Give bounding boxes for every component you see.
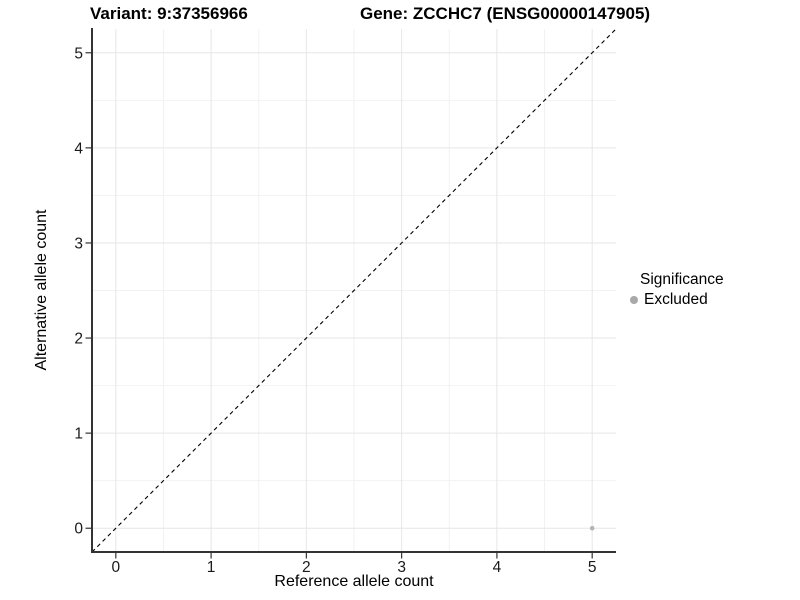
y-tick-label: 0 bbox=[74, 521, 83, 538]
y-tick-label: 1 bbox=[74, 426, 83, 443]
legend-entry-excluded: Excluded bbox=[626, 291, 724, 309]
y-tick-label: 4 bbox=[74, 140, 83, 157]
variant-title: Variant: 9:37356966 bbox=[90, 4, 248, 23]
legend-title: Significance bbox=[640, 271, 724, 288]
legend-key-dot bbox=[630, 296, 638, 304]
x-tick-label: 1 bbox=[207, 559, 216, 576]
x-tick-label: 0 bbox=[112, 559, 121, 576]
identity-dashed-line bbox=[91, 28, 617, 553]
gene-title: Gene: ZCCHC7 (ENSG00000147905) bbox=[360, 4, 651, 23]
y-tick-label: 3 bbox=[74, 235, 83, 252]
y-tick-label: 2 bbox=[74, 331, 83, 348]
y-axis-label: Alternative allele count bbox=[33, 209, 50, 371]
x-tick-label: 4 bbox=[493, 559, 502, 576]
y-tick-label: 5 bbox=[74, 45, 83, 62]
x-tick-label: 3 bbox=[397, 559, 406, 576]
data-point-excluded bbox=[589, 525, 595, 531]
legend-entry-label: Excluded bbox=[644, 291, 708, 308]
legend: Significance Excluded bbox=[626, 270, 724, 309]
x-tick-label: 5 bbox=[588, 559, 597, 576]
x-axis-label: Reference allele count bbox=[274, 573, 434, 590]
x-tick-label: 2 bbox=[302, 559, 311, 576]
